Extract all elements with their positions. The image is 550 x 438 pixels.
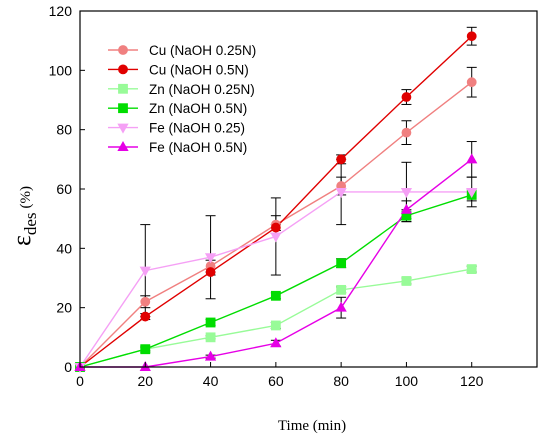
legend-label: Cu (NaOH 0.5N): [149, 62, 249, 77]
y-axis-title-unit: (%): [18, 186, 34, 209]
legend-label: Zn (NaOH 0.5N): [149, 101, 247, 116]
y-axis-title: εdes (%): [7, 186, 40, 246]
x-tick-label: 0: [76, 373, 84, 389]
y-tick-label: 100: [49, 62, 73, 78]
data-point: [139, 266, 151, 277]
y-tick-label: 120: [49, 3, 73, 19]
legend-label: Fe (NaOH 0.25): [149, 121, 245, 136]
y-axis-title-symbol: ε: [7, 235, 36, 246]
legend-marker: [117, 141, 129, 152]
data-point: [400, 187, 413, 198]
data-point: [270, 232, 282, 243]
y-tick-label: 60: [56, 181, 72, 197]
data-point: [335, 301, 347, 312]
legend-label: Zn (NaOH 0.25N): [149, 82, 255, 97]
data-point: [466, 77, 477, 88]
data-point: [336, 284, 347, 295]
data-point: [140, 296, 151, 307]
data-point: [270, 337, 282, 348]
legend-marker: [118, 103, 128, 114]
data-point: [466, 31, 477, 42]
x-tick-label: 20: [137, 373, 153, 389]
series-line-2: [79, 268, 472, 368]
legend-marker: [118, 45, 128, 55]
data-point: [204, 350, 217, 361]
data-point: [401, 92, 412, 102]
x-tick-label: 80: [333, 373, 349, 389]
data-point: [401, 127, 412, 138]
data-point: [270, 320, 281, 331]
legend-label: Fe (NaOH 0.5N): [149, 140, 247, 155]
axes: 0 20 40 60 80 100 120 0 20 40 60 80 100 120: [49, 3, 538, 389]
y-axis-title-subscript: des: [21, 212, 40, 235]
y-tick-label: 20: [56, 300, 72, 316]
x-tick-label: 60: [268, 373, 284, 389]
data-point: [401, 276, 412, 286]
x-axis-title: Time (min): [278, 418, 346, 434]
x-tick-label: 100: [395, 373, 419, 389]
data-point: [205, 267, 216, 277]
data-point: [466, 153, 478, 164]
x-tick-label: 40: [203, 373, 219, 389]
y-tick-label: 0: [64, 359, 72, 375]
legend-label: Cu (NaOH 0.25N): [149, 43, 256, 58]
data-point: [466, 187, 478, 198]
legend-marker: [117, 123, 129, 134]
data-point: [204, 253, 217, 264]
data-point: [336, 258, 347, 269]
data-point: [270, 222, 281, 233]
data-point: [400, 203, 413, 214]
y-tick-label: 40: [56, 240, 72, 256]
data-point: [335, 187, 347, 198]
data-point: [205, 317, 216, 328]
x-tick-label: 120: [460, 373, 484, 389]
legend: Cu (NaOH 0.25N) Cu (NaOH 0.5N) Zn (NaOH 0.…: [108, 43, 256, 155]
data-point: [270, 290, 281, 301]
y-tick-label: 80: [56, 122, 72, 138]
data-point: [140, 311, 151, 322]
data-point: [140, 344, 151, 355]
legend-marker: [118, 64, 128, 75]
data-point: [336, 154, 347, 165]
data-point: [466, 264, 477, 275]
legend-marker: [118, 83, 128, 94]
data-point: [205, 332, 216, 343]
